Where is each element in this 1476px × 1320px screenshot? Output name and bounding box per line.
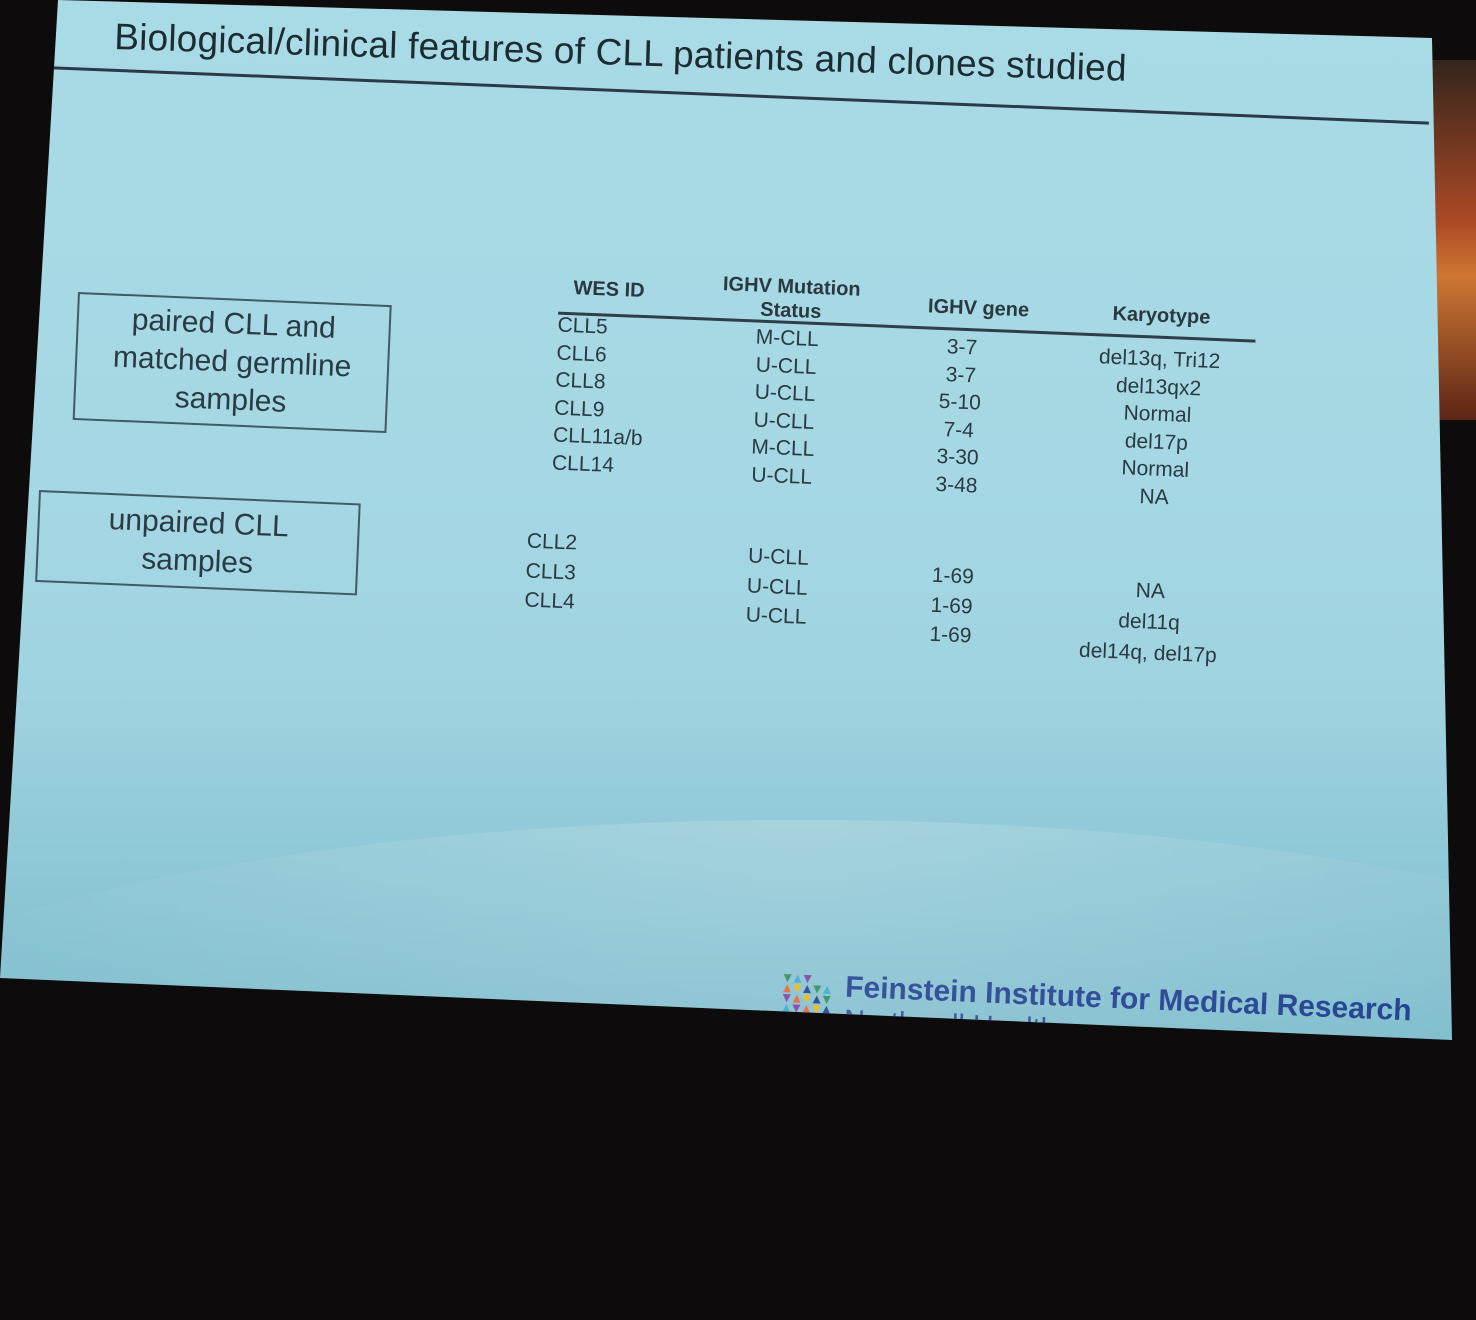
mutation-status-cell: U-CLL	[750, 462, 813, 489]
logo-mark-triangle	[783, 974, 792, 983]
ighv-gene-cell: 1-69	[930, 593, 974, 618]
wes-id-cell: CLL4	[524, 588, 576, 614]
logo-mark-triangle	[793, 984, 802, 993]
logo-mark-triangle	[822, 985, 831, 995]
wes-id-cell: CLL11a/b	[552, 423, 644, 451]
paired-samples-label: paired CLL and matched germline samples	[112, 303, 353, 419]
mutation-status-cell: U-CLL	[746, 573, 809, 600]
logo-mark-triangle	[782, 994, 791, 1003]
unpaired-mutation-status-column: U-CLL U-CLL U-CLL	[716, 540, 839, 633]
paired-wes-id-column: CLL5 CLL6 CLL8 CLL9 CLL11a/b CLL14	[551, 312, 678, 482]
logo-mark-triangle	[792, 1004, 801, 1013]
ighv-gene-cell: 7-4	[943, 417, 975, 442]
logo-mark-triangle	[822, 1005, 831, 1015]
unpaired-samples-label: unpaired CLL samples	[108, 502, 290, 581]
wes-id-cell: CLL14	[551, 450, 615, 477]
logo-mark-triangle	[811, 1015, 820, 1024]
logo-mark-triangle	[793, 974, 802, 983]
logo-mark-triangle	[822, 1015, 831, 1024]
logo-mark-triangle	[802, 985, 811, 994]
unpaired-ighv-gene-column: 1-69 1-69 1-69	[910, 560, 993, 652]
unpaired-samples-box: unpaired CLL samples	[35, 490, 361, 596]
logo-mark-triangle	[791, 1014, 800, 1023]
logo-mark-triangle	[782, 984, 791, 993]
logo-mark-triangle	[813, 985, 822, 994]
ighv-gene-cell: 3-30	[936, 444, 980, 470]
ighv-gene-cell: 5-10	[938, 389, 982, 415]
paired-ighv-gene-column: 3-7 3-7 5-10 7-4 3-30 3-48	[916, 332, 1003, 500]
karyotype-cell: del14q, del17p	[1078, 638, 1218, 668]
mutation-status-cell: U-CLL	[745, 603, 807, 629]
logo-health-name: Northwell Health	[843, 1004, 1058, 1046]
unpaired-wes-id-column: CLL2 CLL3 CLL4	[524, 527, 647, 620]
wes-id-cell: CLL2	[526, 529, 578, 555]
paired-mutation-status-column: M-CLL U-CLL U-CLL U-CLL M-CLL U-CLL	[721, 322, 848, 492]
ighv-gene-cell: 3-7	[945, 362, 977, 387]
header-wes-id: WES ID	[573, 277, 646, 303]
feinstein-logo: Feinstein Institute for Medical Research…	[779, 968, 1452, 1046]
logo-mark-triangle	[782, 1004, 791, 1013]
logo-institute-name: Feinstein Institute for Medical Research	[844, 970, 1413, 1028]
features-table: WES ID IGHV Mutation Status IGHV gene Ka…	[503, 264, 1269, 714]
mutation-status-cell: U-CLL	[747, 544, 810, 570]
logo-mark-triangle	[812, 995, 821, 1004]
wes-id-cell: CLL8	[554, 368, 606, 394]
logo-mark-triangle	[782, 1014, 791, 1023]
ighv-gene-cell: 1-69	[928, 622, 972, 648]
logo-mark-triangle	[802, 1014, 811, 1024]
ighv-gene-cell: 3-48	[935, 472, 978, 498]
slide: Biological/clinical features of CLL pati…	[0, 0, 1452, 1040]
slide-title: Biological/clinical features of CLL pati…	[113, 16, 1128, 89]
wes-id-cell: CLL3	[525, 558, 577, 584]
wes-id-cell: CLL5	[557, 313, 609, 339]
ighv-gene-cell: 1-69	[931, 563, 975, 589]
paired-karyotype-column: del13q, Tri12 del13qx2 Normal del17p Nor…	[1059, 342, 1255, 514]
logo-mark-triangle	[803, 974, 812, 984]
unpaired-karyotype-column: NA del11q del14q, del17p	[1052, 572, 1246, 673]
feinstein-mark-icon	[782, 974, 831, 1024]
logo-mark-triangle	[822, 995, 831, 1004]
header-karyotype: Karyotype	[1112, 302, 1211, 329]
paired-samples-box: paired CLL and matched germline samples	[72, 292, 392, 434]
logo-mark-triangle	[792, 994, 801, 1003]
logo-mark-triangle	[802, 1005, 811, 1014]
logo-mark-triangle	[812, 1005, 821, 1014]
header-ighv-gene: IGHV gene	[927, 295, 1030, 322]
logo-mark-triangle	[802, 994, 811, 1004]
ighv-gene-cell: 3-7	[946, 335, 978, 360]
